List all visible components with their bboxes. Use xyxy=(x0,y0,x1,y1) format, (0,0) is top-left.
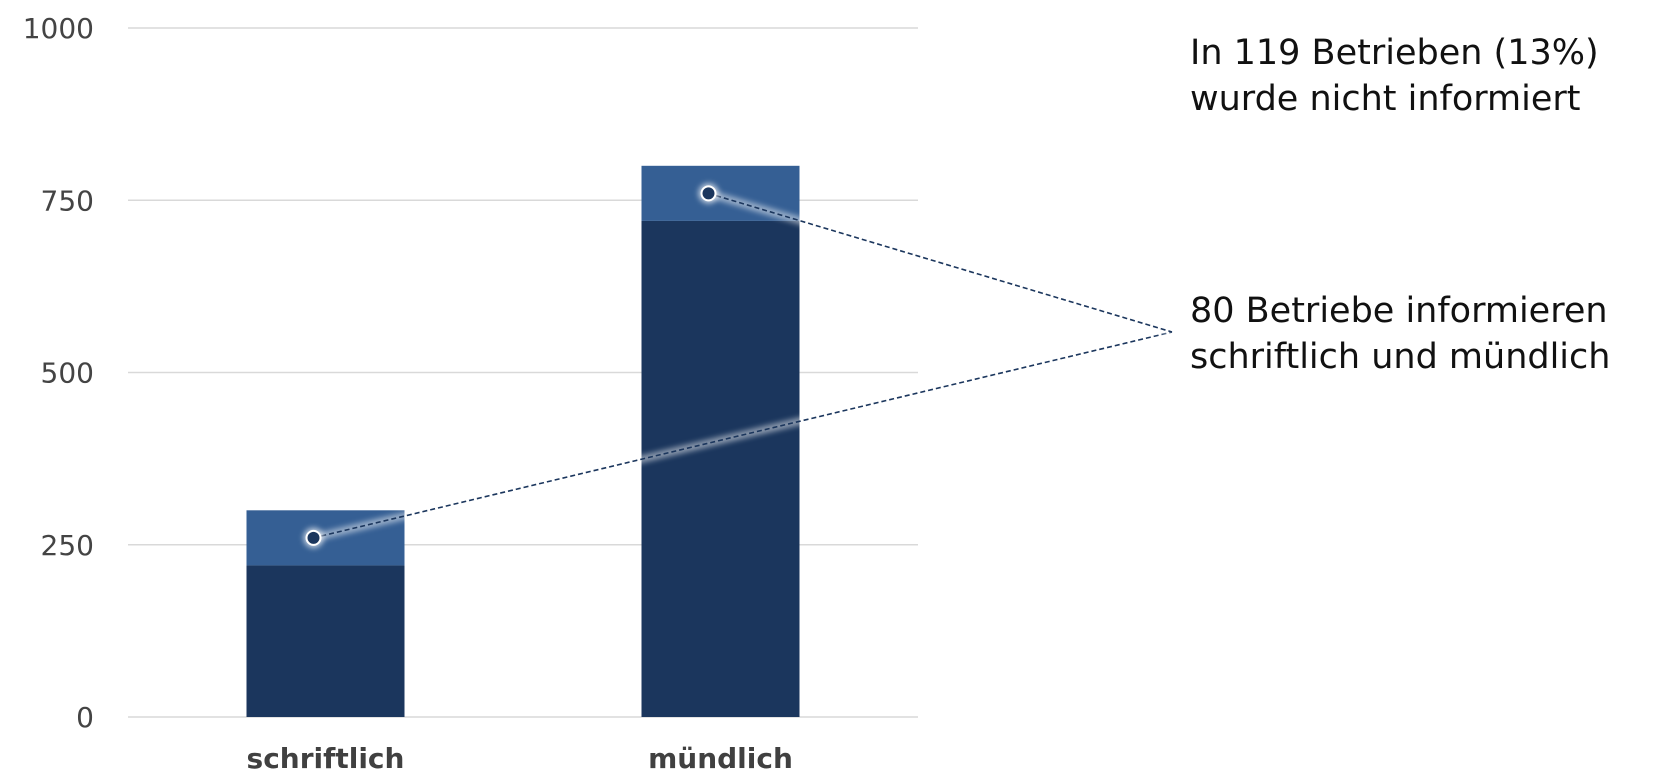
y-tick-label-0: 0 xyxy=(76,701,94,734)
annotation-not-informed-line-2: wurde nicht informiert xyxy=(1190,79,1581,119)
annotation-not-informed-line-1: In 119 Betrieben (13%) xyxy=(1190,33,1599,73)
x-category-label-mündlich: mündlich xyxy=(648,742,793,775)
y-tick-label-500: 500 xyxy=(41,357,94,390)
x-category-label-schriftlich: schriftlich xyxy=(247,742,405,775)
y-tick-label-250: 250 xyxy=(41,529,94,562)
annotation-connectors xyxy=(303,183,1174,548)
connector-dot-schriftlich xyxy=(305,529,322,546)
connector-dot-mündlich xyxy=(700,185,717,202)
bar-mündlich-segment-1 xyxy=(641,220,800,718)
connector-line-schriftlich xyxy=(313,331,1173,539)
annotation-both-methods-line-1: 80 Betriebe informieren xyxy=(1190,291,1608,331)
bar-schriftlich-segment-1 xyxy=(246,565,405,717)
y-tick-label-750: 750 xyxy=(41,184,94,217)
y-tick-label-1000: 1000 xyxy=(23,12,94,45)
annotation-not-informed: In 119 Betrieben (13%) wurde nicht infor… xyxy=(1190,30,1599,122)
connector-line-mündlich xyxy=(708,192,1173,333)
annotation-both-methods-line-2: schriftlich und mündlich xyxy=(1190,337,1611,377)
y-axis-tick-labels: 0 250 500 750 1000 xyxy=(23,12,94,734)
annotation-both-methods: 80 Betriebe informieren schriftlich und … xyxy=(1190,288,1610,380)
x-axis-category-labels: schriftlich mündlich xyxy=(247,742,793,775)
